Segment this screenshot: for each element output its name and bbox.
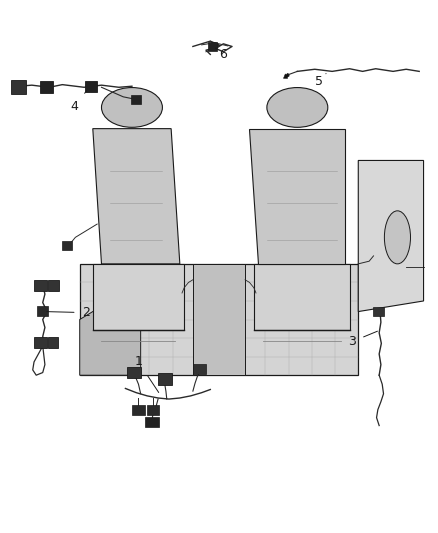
FancyBboxPatch shape — [373, 307, 384, 316]
Polygon shape — [250, 128, 345, 264]
Ellipse shape — [385, 211, 410, 264]
FancyBboxPatch shape — [131, 405, 145, 416]
FancyBboxPatch shape — [145, 417, 159, 427]
Text: 3: 3 — [348, 331, 378, 348]
Text: 2: 2 — [47, 306, 90, 319]
FancyArrow shape — [283, 73, 290, 78]
FancyBboxPatch shape — [11, 80, 26, 94]
FancyBboxPatch shape — [127, 367, 141, 378]
Polygon shape — [254, 264, 350, 330]
Polygon shape — [193, 264, 245, 375]
Ellipse shape — [267, 87, 328, 127]
Polygon shape — [358, 160, 424, 312]
Text: 1: 1 — [134, 356, 159, 392]
FancyBboxPatch shape — [34, 337, 47, 348]
Text: 6: 6 — [215, 48, 227, 61]
Ellipse shape — [102, 87, 162, 127]
FancyBboxPatch shape — [147, 405, 159, 416]
FancyBboxPatch shape — [158, 373, 172, 385]
Polygon shape — [80, 264, 358, 375]
FancyBboxPatch shape — [37, 306, 48, 316]
FancyBboxPatch shape — [40, 81, 53, 93]
FancyBboxPatch shape — [62, 241, 72, 250]
Text: 5: 5 — [315, 74, 326, 88]
FancyBboxPatch shape — [47, 337, 58, 348]
FancyBboxPatch shape — [208, 42, 217, 51]
FancyBboxPatch shape — [85, 82, 97, 92]
Polygon shape — [93, 128, 180, 264]
FancyBboxPatch shape — [34, 280, 47, 291]
FancyBboxPatch shape — [131, 95, 141, 104]
Polygon shape — [80, 309, 141, 375]
FancyBboxPatch shape — [48, 280, 59, 291]
Polygon shape — [93, 264, 184, 330]
FancyBboxPatch shape — [193, 364, 206, 374]
Text: 4: 4 — [71, 91, 87, 113]
